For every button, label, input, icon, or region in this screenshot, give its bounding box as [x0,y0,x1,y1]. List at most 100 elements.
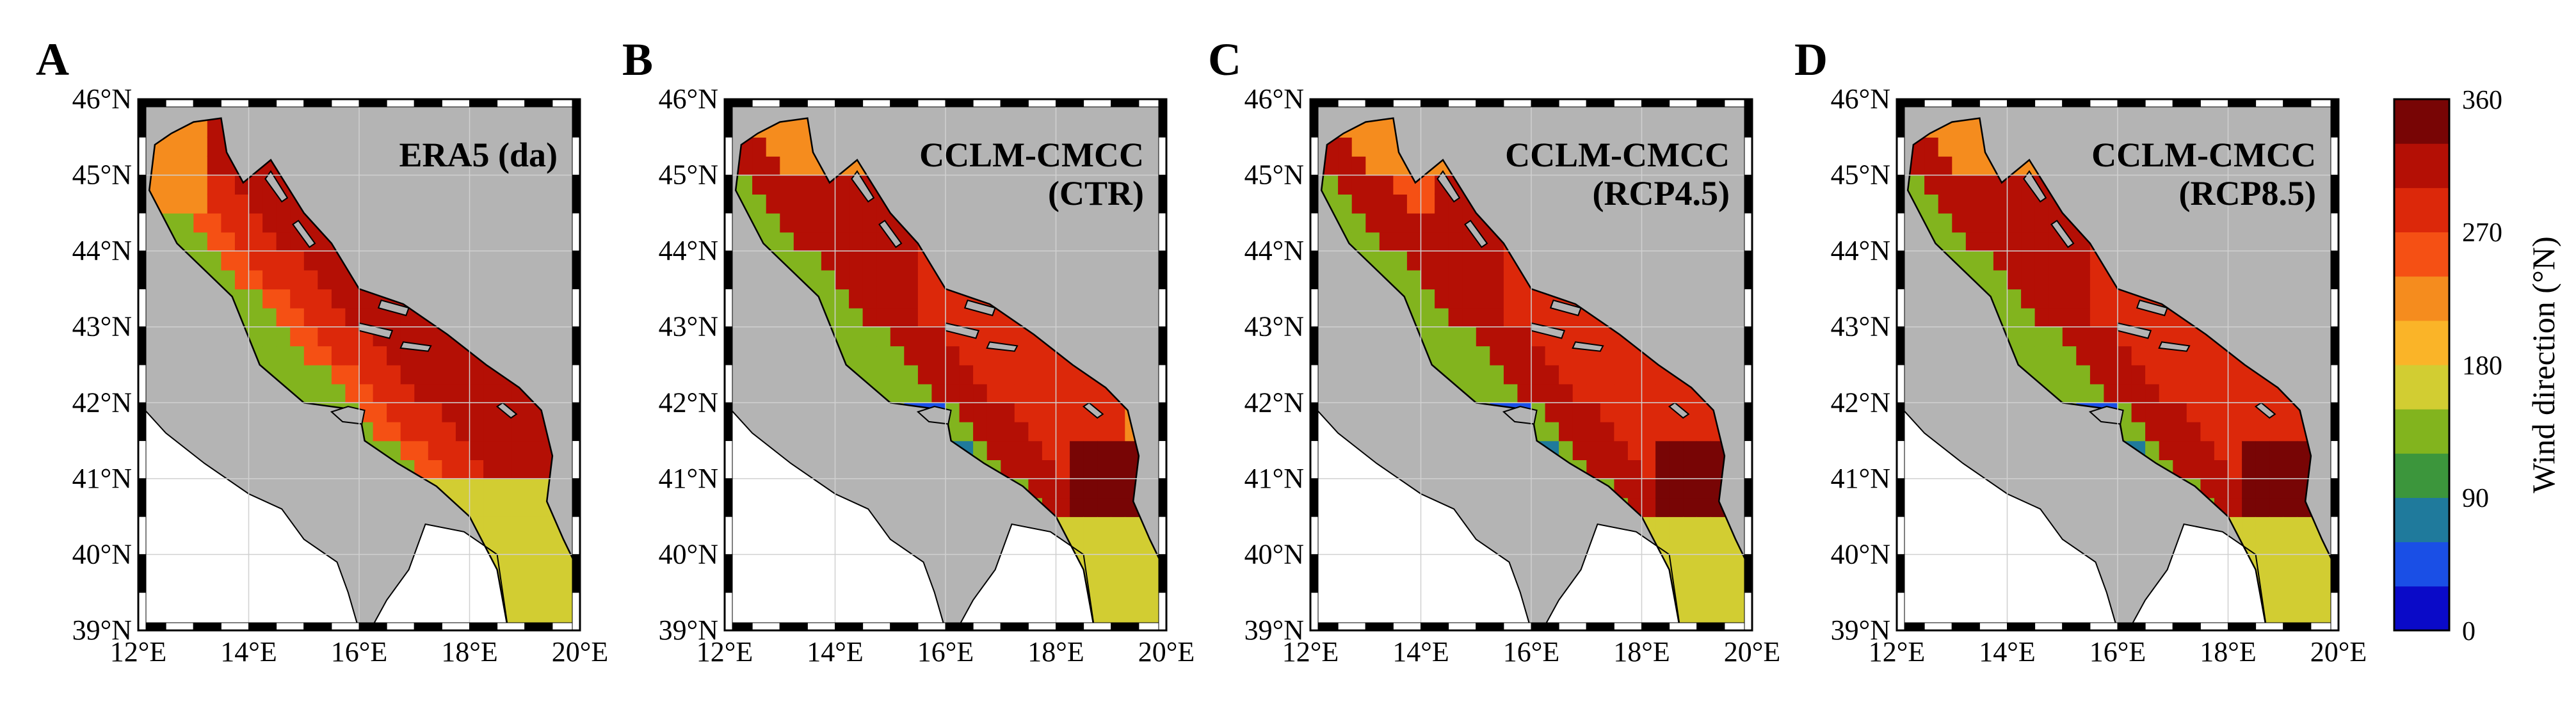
frame-segment [1158,136,1167,176]
latitude-tick-label: 45°N [1244,159,1304,191]
colorbar-tick-label: 90 [2462,484,2489,513]
frame-segment [779,622,808,631]
frame-segment [1896,592,1905,631]
panel-letter: A [36,34,69,85]
frame-segment [1744,440,1753,479]
frame-segment [1896,212,1905,252]
map-panel-c: 46°N 45°N 44°N 43°N 42°N 41°N 40°N 39°N12°E 14°E… [1208,34,1780,668]
frame-segment [2330,136,2339,176]
panel-title: ERA5 (da) [399,136,558,174]
frame-segment [138,516,147,555]
frame-segment [835,99,864,108]
frame-segment [358,99,387,108]
frame-segment [2255,622,2284,631]
frame-segment [1310,212,1319,252]
colorbar-frame [2393,98,2451,632]
ionian-coastline [2128,523,2267,630]
frame-segment [724,402,733,442]
frame-segment [165,622,194,631]
longitude-tick-label: 14°E [220,636,277,668]
colorbar-swatch [2394,276,2449,321]
frame-segment [441,99,470,108]
frame-segment [138,326,147,365]
frame-segment [572,288,581,328]
frame-segment [1586,99,1614,108]
frame-segment [1531,622,1559,631]
island [264,170,289,203]
frame-segment [1979,99,2008,108]
latitude-tick-label: 42°N [72,387,132,418]
island [377,299,410,317]
frame-segment [2330,326,2339,365]
panel-title: CCLM-CMCC [1505,136,1730,174]
frame-segment [724,554,733,593]
frame-segment [165,99,194,108]
island [2254,402,2276,419]
longitude-tick-label: 12°E [110,636,166,668]
tyrrhenian-coastline [1897,401,2119,630]
frame-segment [138,136,147,176]
gargano-promontory [330,406,366,425]
frame-segment [1476,622,1504,631]
longitude-tick-label: 12°E [1282,636,1339,668]
panel-letter: C [1208,34,1241,85]
frame-segment [1924,622,1952,631]
frame-segment [862,622,891,631]
longitude-tick-label: 14°E [1392,636,1449,668]
map-area [725,99,1166,630]
frame-segment [138,175,147,214]
frame-segment [724,288,733,328]
island [1437,170,1461,203]
frame-segment [1056,99,1084,108]
latitude-tick-label: 45°N [1831,159,1890,191]
frame-segment [1158,364,1167,403]
frame-segment [572,592,581,631]
frame-segment [1365,99,1394,108]
island [1549,299,1582,317]
frame-segment [2145,99,2173,108]
latitude-tick-label: 46°N [72,83,132,115]
frame-segment [1979,622,2008,631]
frame-segment [276,622,305,631]
frame-segment [1951,622,1980,631]
tyrrhenian-coastline [1310,401,1533,630]
latitude-tick-label: 40°N [659,538,718,570]
frame-segment [331,99,360,108]
longitude-tick-label: 16°E [331,636,387,668]
frame-segment [2200,99,2228,108]
latitude-tick-label: 41°N [1831,463,1890,494]
latitude-tick-label: 43°N [72,311,132,342]
panel-letter: D [1794,34,1828,85]
frame-segment [1392,99,1421,108]
longitude-tick-label: 18°E [2200,636,2256,668]
frame-segment [1503,622,1532,631]
colorbar-swatch [2394,497,2449,543]
frame-segment [1744,288,1753,328]
map-panel-d: 46°N 45°N 44°N 43°N 42°N 41°N 40°N 39°N12°E 14°E… [1794,34,2367,668]
frame-segment [2228,99,2257,108]
latitude-tick-label: 40°N [1831,538,1890,570]
frame-segment [386,622,415,631]
frame-segment [2330,478,2339,517]
frame-segment [1669,99,1698,108]
frame-segment [1696,622,1725,631]
tyrrhenian-coastline [725,401,947,630]
ionian-coastline [369,523,509,630]
frame-segment [2089,99,2118,108]
frame-segment [358,622,387,631]
frame-segment [1310,554,1319,593]
frame-segment [220,622,249,631]
frame-segment [1744,99,1753,138]
frame-segment [1896,554,1905,593]
frame-segment [890,622,919,631]
frame-segment [752,622,780,631]
colorbar-swatch [2394,320,2449,365]
island [963,299,996,317]
frame-segment [1421,622,1449,631]
frame-segment [1158,175,1167,214]
frame-segment [2007,622,2036,631]
colorbar-swatch [2394,365,2449,410]
frame-segment [414,622,442,631]
frame-segment [972,99,1001,108]
map-frame [137,98,581,632]
